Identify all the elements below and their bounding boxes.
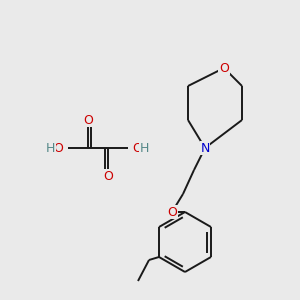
Text: O: O (53, 142, 63, 154)
Text: O: O (219, 61, 229, 74)
Text: O: O (83, 113, 93, 127)
Text: O: O (132, 142, 142, 154)
Text: H: H (46, 142, 55, 154)
Text: O: O (103, 169, 113, 182)
Text: O: O (167, 206, 177, 218)
Text: N: N (200, 142, 210, 154)
Text: H: H (140, 142, 149, 154)
